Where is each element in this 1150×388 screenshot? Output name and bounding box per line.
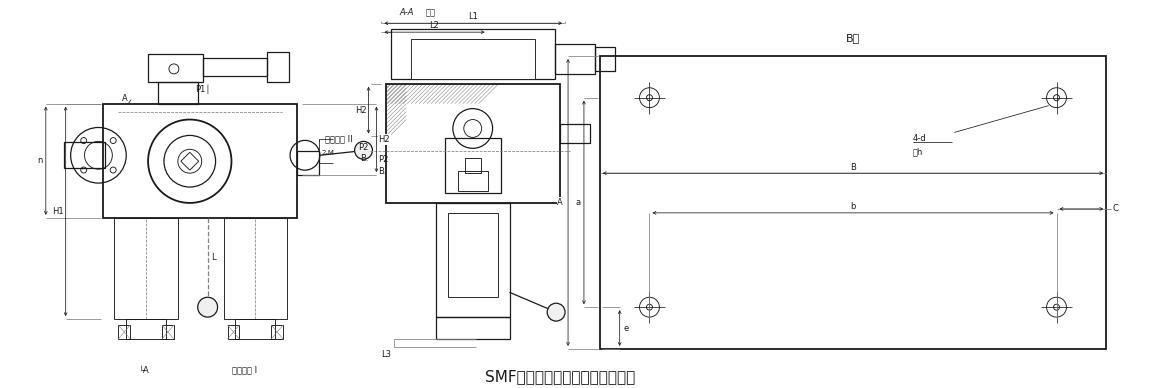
Bar <box>386 84 560 203</box>
Bar <box>458 171 488 191</box>
Bar <box>63 142 106 168</box>
Text: L1: L1 <box>468 12 478 21</box>
Text: L: L <box>212 253 216 262</box>
Bar <box>447 213 498 297</box>
Text: H1: H1 <box>52 207 63 216</box>
Bar <box>126 319 166 339</box>
Text: A: A <box>122 94 128 103</box>
Text: H2: H2 <box>354 106 367 114</box>
Text: A-A: A-A <box>399 8 414 17</box>
Bar <box>391 29 555 79</box>
Bar <box>271 325 283 339</box>
Bar <box>162 325 174 339</box>
Text: 2-M: 2-M <box>322 150 335 156</box>
Bar <box>236 319 275 339</box>
Bar <box>445 139 500 193</box>
Text: a: a <box>575 198 581 207</box>
Text: 手柄位置 I: 手柄位置 I <box>232 366 258 375</box>
Text: P2: P2 <box>378 155 389 164</box>
Circle shape <box>547 303 565 321</box>
Bar <box>114 218 178 319</box>
Bar <box>148 54 202 82</box>
Circle shape <box>354 141 373 159</box>
Text: P1│: P1│ <box>194 84 210 94</box>
Bar <box>158 82 198 104</box>
Bar <box>560 123 590 143</box>
Text: SMF系列安装外形尺寸（可定制）: SMF系列安装外形尺寸（可定制） <box>485 369 635 384</box>
Text: 手柄位置 II: 手柄位置 II <box>324 134 352 144</box>
Text: B.: B. <box>360 154 368 163</box>
Text: B向: B向 <box>846 33 860 43</box>
Bar <box>104 104 297 218</box>
Circle shape <box>198 297 217 317</box>
Text: L3: L3 <box>382 350 391 359</box>
Bar <box>436 203 511 317</box>
Text: P2: P2 <box>358 143 368 152</box>
Bar <box>267 52 289 82</box>
Bar <box>118 325 130 339</box>
Text: n: n <box>37 156 43 165</box>
Bar <box>436 317 511 339</box>
Text: L2: L2 <box>430 21 439 30</box>
Text: └A: └A <box>139 366 150 375</box>
Text: 深h: 深h <box>913 148 923 157</box>
Text: B.: B. <box>378 167 386 176</box>
Bar <box>412 39 535 79</box>
Text: C: C <box>1112 204 1118 213</box>
Text: B: B <box>850 163 856 172</box>
Bar <box>465 158 481 173</box>
Text: b: b <box>850 203 856 211</box>
Bar <box>595 47 615 71</box>
Text: A: A <box>558 198 564 207</box>
Text: H2: H2 <box>378 135 390 144</box>
Bar <box>228 325 239 339</box>
Bar <box>297 151 319 175</box>
Bar <box>202 58 267 76</box>
Text: e: e <box>623 324 628 333</box>
Text: 进口: 进口 <box>426 8 436 17</box>
Text: 4-d: 4-d <box>913 134 926 143</box>
Bar <box>600 56 1106 349</box>
Bar <box>555 44 595 74</box>
Bar <box>223 218 288 319</box>
